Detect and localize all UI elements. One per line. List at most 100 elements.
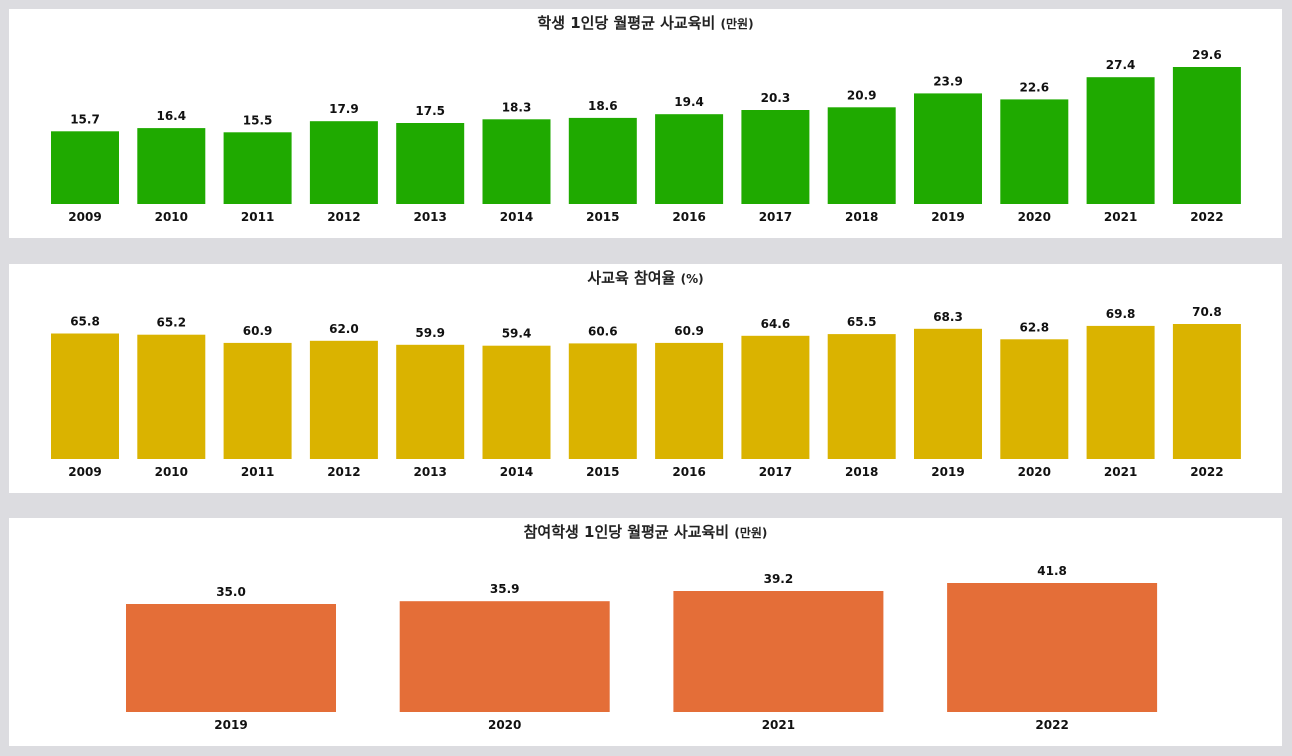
chart-title: 참여학생 1인당 월평균 사교육비 (만원): [523, 523, 768, 541]
x-tick-label-2016: 2016: [672, 210, 705, 224]
x-tick-label-2022: 2022: [1190, 465, 1223, 479]
chart-panel-participant-cost: 참여학생 1인당 월평균 사교육비 (만원) 35.0 2019 35.9 2020 3…: [9, 518, 1282, 746]
bar-2010: [137, 128, 206, 204]
bar-2021: [673, 591, 884, 712]
bar-2011: [223, 342, 292, 459]
data-label-2020: 22.6: [1019, 80, 1049, 94]
data-label-2019: 23.9: [933, 74, 963, 88]
bar-chart-participation-rate: 65.8 2009 65.2 2010 60.9 2011 62.0 2012 59.9 2013…: [51, 305, 1241, 479]
bar-2016: [655, 342, 724, 459]
data-label-2022: 41.8: [1037, 564, 1067, 578]
bar-2017: [741, 110, 810, 204]
x-tick-label-2020: 2020: [1018, 465, 1051, 479]
bar-2022: [1172, 67, 1241, 204]
data-label-2016: 60.9: [674, 324, 704, 338]
data-label-2017: 64.6: [761, 317, 791, 331]
bar-2020: [1000, 99, 1069, 204]
data-label-2010: 16.4: [156, 109, 186, 123]
data-label-2020: 35.9: [490, 582, 520, 596]
data-label-2021: 39.2: [764, 572, 794, 586]
chart-title: 학생 1인당 월평균 사교육비 (만원): [537, 14, 754, 32]
x-tick-label-2015: 2015: [586, 465, 619, 479]
bar-2009: [51, 333, 119, 459]
x-tick-label-2013: 2013: [413, 210, 446, 224]
data-label-2022: 29.6: [1192, 48, 1222, 62]
chart-panel-private-education-cost: 학생 1인당 월평균 사교육비 (만원) 15.7 2009 16.4 2010 15.…: [9, 9, 1282, 238]
data-label-2015: 60.6: [588, 324, 618, 338]
x-tick-label-2011: 2011: [241, 465, 274, 479]
bar-2011: [223, 132, 292, 204]
bar-2020: [399, 601, 610, 712]
x-tick-label-2009: 2009: [68, 210, 101, 224]
bar-2022: [1172, 324, 1241, 459]
data-label-2011: 60.9: [243, 324, 273, 338]
bar-2016: [655, 114, 724, 204]
data-label-2019: 68.3: [933, 310, 963, 324]
chart-panel-participation-rate: 사교육 참여율 (%) 65.8 2009 65.2 2010 60.9 2011 62.0…: [9, 264, 1282, 493]
x-tick-label-2020: 2020: [1018, 210, 1051, 224]
data-label-2009: 65.8: [70, 315, 100, 329]
data-label-2017: 20.3: [761, 91, 791, 105]
bar-2014: [482, 345, 551, 459]
x-tick-label-2021: 2021: [1104, 210, 1137, 224]
data-label-2012: 62.0: [329, 322, 359, 336]
x-tick-label-2019: 2019: [931, 210, 964, 224]
data-label-2013: 59.9: [415, 326, 445, 340]
data-label-2018: 20.9: [847, 88, 877, 102]
bar-2019: [126, 604, 336, 712]
x-tick-label-2021: 2021: [1104, 465, 1137, 479]
bar-2017: [741, 335, 810, 459]
x-tick-label-2010: 2010: [155, 465, 188, 479]
bar-2021: [1086, 77, 1155, 204]
data-label-2015: 18.6: [588, 99, 618, 113]
x-tick-label-2014: 2014: [500, 465, 533, 479]
x-tick-label-2018: 2018: [845, 210, 878, 224]
data-label-2014: 59.4: [502, 327, 532, 341]
bar-2013: [396, 123, 465, 204]
data-label-2013: 17.5: [415, 104, 445, 118]
data-label-2020: 62.8: [1019, 320, 1049, 334]
bar-2010: [137, 334, 206, 459]
chart-title: 사교육 참여율 (%): [587, 269, 704, 287]
x-tick-label-2009: 2009: [68, 465, 101, 479]
bar-2021: [1086, 325, 1155, 459]
bar-chart-participant-cost: 35.0 2019 35.9 2020 39.2 2021 41.8 2022: [126, 564, 1158, 732]
x-tick-label-2019: 2019: [214, 718, 247, 732]
bar-2019: [914, 328, 982, 459]
bar-2009: [51, 131, 119, 204]
x-tick-label-2016: 2016: [672, 465, 705, 479]
x-tick-label-2017: 2017: [759, 465, 792, 479]
x-tick-label-2013: 2013: [413, 465, 446, 479]
data-label-2012: 17.9: [329, 102, 359, 116]
bar-2020: [1000, 339, 1069, 459]
data-label-2021: 27.4: [1106, 58, 1136, 72]
data-label-2016: 19.4: [674, 95, 704, 109]
x-tick-label-2019: 2019: [931, 465, 964, 479]
x-tick-label-2022: 2022: [1190, 210, 1223, 224]
bar-2013: [396, 344, 465, 459]
bar-2022: [947, 583, 1158, 712]
data-label-2010: 65.2: [156, 316, 186, 330]
data-label-2014: 18.3: [502, 100, 532, 114]
data-label-2022: 70.8: [1192, 305, 1222, 319]
data-label-2011: 15.5: [243, 113, 273, 127]
bar-2019: [914, 93, 982, 204]
x-tick-label-2021: 2021: [762, 718, 795, 732]
data-label-2009: 15.7: [70, 112, 100, 126]
x-tick-label-2015: 2015: [586, 210, 619, 224]
bar-2018: [827, 107, 896, 204]
x-tick-label-2017: 2017: [759, 210, 792, 224]
x-tick-label-2012: 2012: [327, 210, 360, 224]
x-tick-label-2011: 2011: [241, 210, 274, 224]
x-tick-label-2014: 2014: [500, 210, 533, 224]
data-label-2021: 69.8: [1106, 307, 1136, 321]
bar-2015: [568, 117, 637, 204]
data-label-2018: 65.5: [847, 315, 877, 329]
bar-2014: [482, 119, 551, 204]
bar-chart-private-education-cost: 15.7 2009 16.4 2010 15.5 2011 17.9 2012 17.5 2013…: [51, 48, 1241, 224]
x-tick-label-2018: 2018: [845, 465, 878, 479]
x-tick-label-2010: 2010: [155, 210, 188, 224]
x-tick-label-2012: 2012: [327, 465, 360, 479]
x-tick-label-2020: 2020: [488, 718, 521, 732]
bar-2015: [568, 343, 637, 459]
